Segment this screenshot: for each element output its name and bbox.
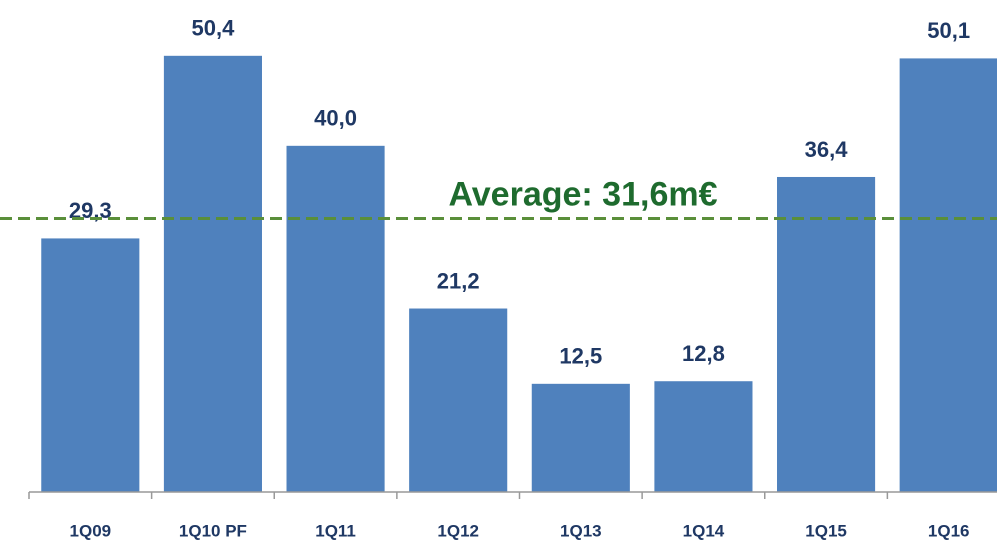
value-label: 40,0 (314, 106, 357, 131)
x-tick-label: 1Q12 (437, 521, 479, 540)
bar (531, 383, 630, 492)
value-label: 50,1 (927, 18, 970, 43)
bar (899, 58, 997, 492)
x-tick-label: 1Q16 (928, 521, 970, 540)
value-label: 12,8 (682, 341, 725, 366)
bar (41, 238, 140, 492)
value-label: 21,2 (437, 268, 480, 293)
bar (409, 308, 508, 492)
bar (163, 55, 262, 492)
x-tick-label: 1Q10 PF (179, 521, 247, 540)
value-label: 50,4 (192, 16, 236, 41)
bar (777, 176, 876, 492)
x-tick-label: 1Q13 (560, 521, 602, 540)
bar (654, 381, 753, 492)
x-tick-label: 1Q14 (683, 521, 725, 540)
x-tick-label: 1Q09 (70, 521, 112, 540)
value-label: 12,5 (559, 344, 602, 369)
bar (286, 145, 385, 492)
value-label: 36,4 (805, 137, 849, 162)
average-label: Average: 31,6m€ (448, 176, 717, 214)
x-tick-label: 1Q11 (315, 521, 356, 540)
x-tick-label: 1Q15 (805, 521, 847, 540)
